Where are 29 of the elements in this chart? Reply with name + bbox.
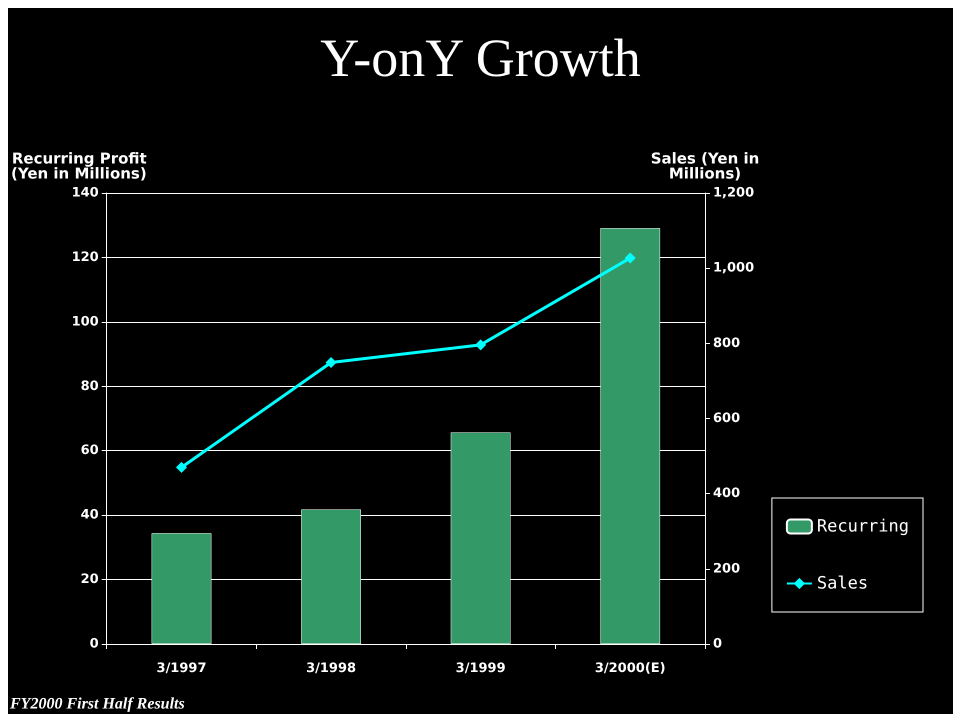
y-axis-title: Recurring Profit (Yen in Millions) bbox=[11, 150, 147, 182]
point bbox=[176, 462, 188, 473]
y-tick-label: 100 bbox=[72, 314, 99, 330]
y-tick-label: 140 bbox=[72, 186, 99, 200]
x-tick-label: 3/1997 bbox=[156, 661, 206, 676]
y-tick-label: 120 bbox=[72, 250, 99, 265]
point bbox=[326, 357, 337, 368]
y-tick-label: 20 bbox=[80, 572, 99, 588]
y2-tick-label: 800 bbox=[713, 336, 740, 351]
y2-tick-label: 400 bbox=[713, 486, 740, 502]
y2-tick-label: 1,200 bbox=[713, 186, 754, 200]
x-tick-label: 3/1998 bbox=[306, 661, 356, 676]
y-tick-label: 0 bbox=[90, 636, 99, 652]
text: FY2000 First Half Results bbox=[9, 696, 185, 712]
y-tick-label: 40 bbox=[80, 508, 99, 523]
legend-label: Recurring bbox=[816, 516, 910, 536]
x-tick-label: 3/1999 bbox=[456, 661, 506, 676]
chart-title: Y-onY Growth bbox=[320, 28, 641, 88]
y-tick-label: 60 bbox=[80, 443, 99, 458]
y2-tick-label: 0 bbox=[713, 636, 722, 652]
y2-tick-label: 1,000 bbox=[713, 260, 754, 276]
y2-axis-title: Sales (Yen in Millions) bbox=[650, 150, 760, 182]
y2-tick-label: 600 bbox=[713, 411, 740, 426]
point bbox=[624, 252, 636, 264]
y2-tick-label: 200 bbox=[713, 561, 740, 576]
legend-label: Sales bbox=[816, 574, 868, 594]
y-tick-label: 80 bbox=[80, 378, 99, 394]
x-tick-label: 3/2000(E) bbox=[594, 661, 666, 676]
point bbox=[475, 339, 486, 350]
